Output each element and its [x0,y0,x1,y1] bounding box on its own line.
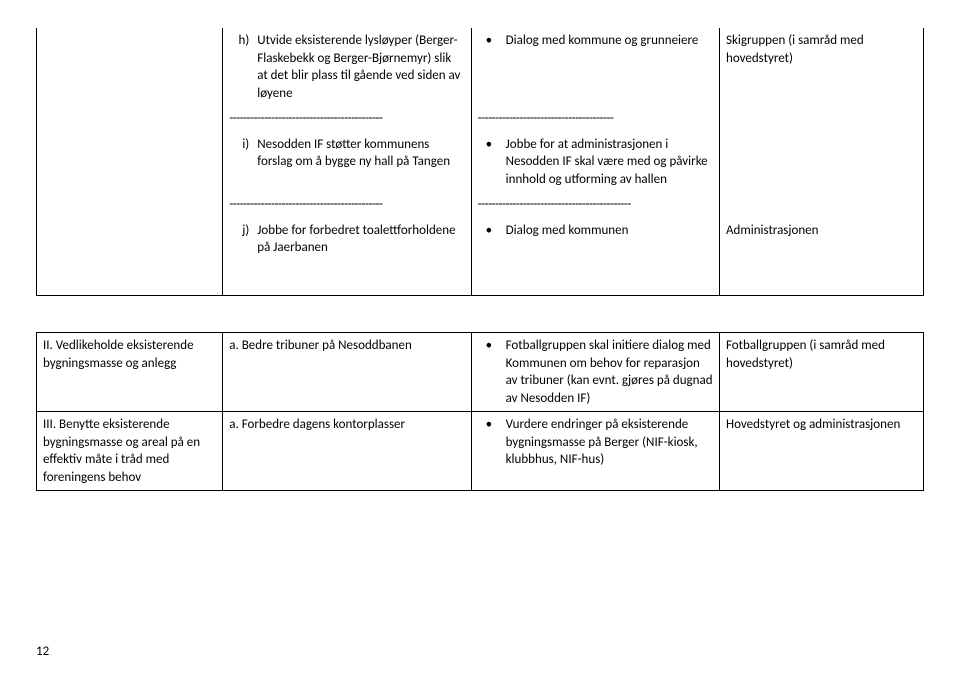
goal-text: II. Vedlikeholde eksisterende bygningsma… [43,338,194,371]
table-row: III. Benytte eksisterende bygningsmasse … [37,412,924,491]
separator-line: ----------------------------------------… [229,196,464,214]
list-item-h: h) Utvide eksisterende lysløyper (Berger… [229,32,464,102]
bullet-icon: • [478,32,506,50]
bullet-icon: • [478,416,506,434]
bullet-item: • Dialog med kommune og grunneiere [478,32,713,50]
bullet-text: Jobbe for at administrasjonen i Nesodden… [506,136,713,189]
table-row: ----------------------------------------… [37,106,924,132]
page-number: 12 [36,644,49,659]
list-item-j: j) Jobbe for forbedret toalettforholdene… [229,222,464,257]
action-text: a. Forbedre dagens kontorplasser [229,417,405,432]
responsible-text: Administrasjonen [726,223,819,238]
responsible-text: Skigruppen (i samråd med hovedstyret) [726,33,864,66]
bullet-item: • Vurdere endringer på eksisterende bygn… [478,416,713,469]
separator-line: --------------------------------------- [478,110,713,128]
bullet-icon: • [478,222,506,240]
list-text: Nesodden IF støtter kommunens forslag om… [257,136,464,171]
separator-line: ----------------------------------------… [478,196,713,214]
bullet-icon: • [478,136,506,154]
table-row: j) Jobbe for forbedret toalettforholdene… [37,218,924,296]
responsible-text: Hovedstyret og administrasjonen [726,417,900,432]
bullet-text: Dialog med kommunen [506,222,713,240]
responsible-text: Fotballgruppen (i samråd med hovedstyret… [726,338,885,371]
list-marker: h) [229,32,257,50]
list-text: Utvide eksisterende lysløyper (Berger-Fl… [257,32,464,102]
bullet-icon: • [478,337,506,355]
bullet-text: Vurdere endringer på eksisterende bygnin… [506,416,713,469]
action-text: a. Bedre tribuner på Nesoddbanen [229,338,412,353]
table-row: ----------------------------------------… [37,192,924,218]
spacer-row [37,296,924,333]
table-row: h) Utvide eksisterende lysløyper (Berger… [37,28,924,106]
bullet-item: • Fotballgruppen skal initiere dialog me… [478,337,713,407]
bullet-item: • Dialog med kommunen [478,222,713,240]
list-marker: i) [229,136,257,154]
separator-line: ----------------------------------------… [229,110,464,128]
list-marker: j) [229,222,257,240]
goal-text: III. Benytte eksisterende bygningsmasse … [43,417,200,485]
upper-table: h) Utvide eksisterende lysløyper (Berger… [36,28,924,491]
table-row: i) Nesodden IF støtter kommunens forslag… [37,132,924,193]
list-item-i: i) Nesodden IF støtter kommunens forslag… [229,136,464,171]
table-row: II. Vedlikeholde eksisterende bygningsma… [37,333,924,412]
bullet-text: Fotballgruppen skal initiere dialog med … [506,337,713,407]
bullet-item: • Jobbe for at administrasjonen i Nesodd… [478,136,713,189]
bullet-text: Dialog med kommune og grunneiere [506,32,713,50]
list-text: Jobbe for forbedret toalettforholdene på… [257,222,464,257]
